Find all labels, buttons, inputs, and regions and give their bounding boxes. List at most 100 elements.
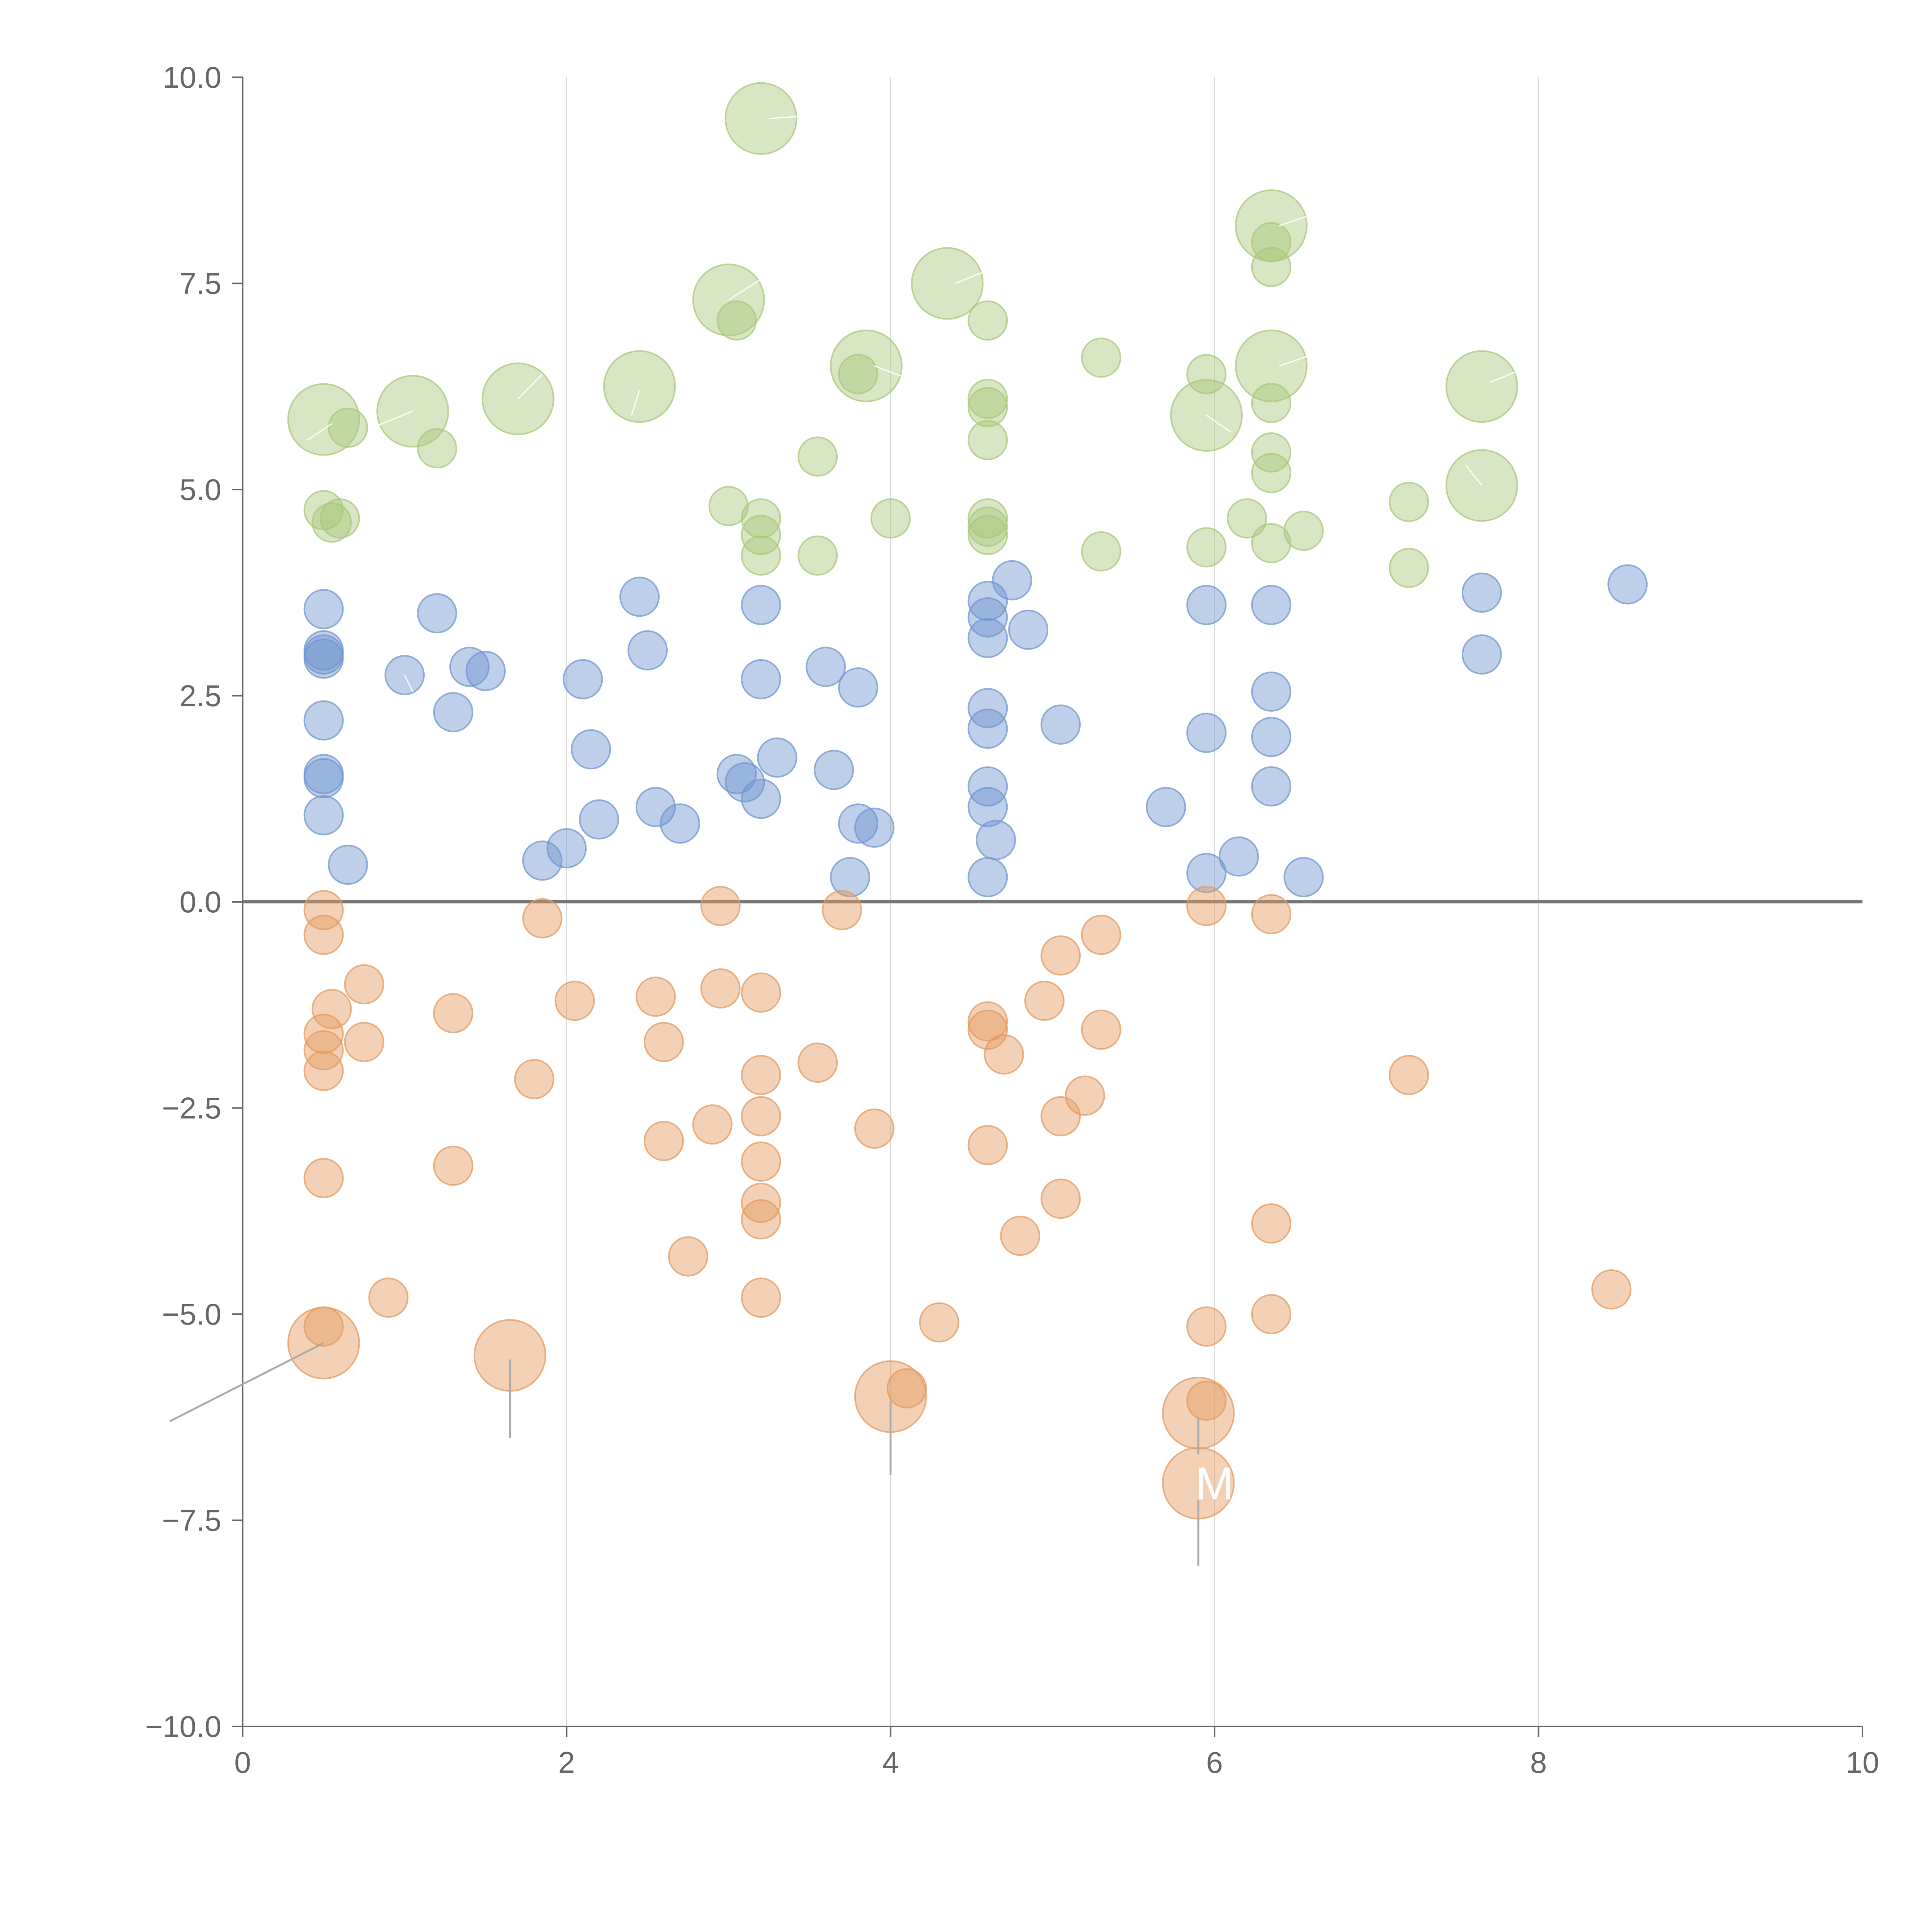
data-point-green — [1389, 482, 1429, 522]
data-point-orange — [700, 968, 741, 1009]
data-point-orange — [303, 915, 344, 955]
data-point-green — [708, 486, 749, 526]
data-point-blue — [1040, 704, 1081, 745]
data-point-orange — [968, 1001, 1008, 1042]
data-point-blue — [741, 585, 781, 625]
axes: 0 2 4 6 8 10 10.0 7.5 5.0 2.5 0.0 −2.5 −5.0 −7.5 −10.0 — [145, 60, 1879, 1779]
data-point-blue — [449, 646, 490, 687]
data-point-green — [741, 515, 781, 555]
label-leader-line — [728, 279, 762, 301]
data-point-blue — [417, 593, 457, 634]
data-point-orange — [303, 1030, 344, 1071]
data-point-green — [968, 420, 1008, 460]
data-point-orange — [554, 981, 595, 1021]
y-tick-label: −2.5 — [162, 1091, 221, 1125]
x-tick-label: 8 — [1530, 1745, 1547, 1779]
data-point-blue — [976, 820, 1016, 860]
data-point-blue — [433, 692, 473, 733]
data-point-green — [741, 498, 781, 539]
data-point-blue — [968, 688, 1008, 728]
data-point-blue — [303, 638, 344, 679]
data-point-green — [1445, 350, 1518, 423]
y-tick-label: 5.0 — [180, 473, 221, 507]
label-leader-line — [769, 114, 826, 119]
data-point-blue — [303, 758, 344, 798]
data-point-orange — [1000, 1216, 1041, 1256]
data-point-orange — [522, 898, 563, 939]
data-point-orange — [1186, 1306, 1227, 1347]
label-leader-line — [372, 410, 413, 429]
data-point-orange — [919, 1302, 959, 1343]
data-point-blue — [1461, 634, 1502, 675]
data-point-orange — [822, 890, 862, 930]
data-point-orange — [303, 1014, 344, 1054]
data-point-blue — [1219, 836, 1259, 877]
data-point-green — [1283, 510, 1324, 551]
data-point-orange — [303, 1051, 344, 1091]
data-point-green — [287, 383, 360, 456]
x-tick-label: 6 — [1206, 1745, 1223, 1779]
data-point-blue — [1186, 585, 1227, 625]
x-tick-label: 0 — [234, 1745, 251, 1779]
data-point-green — [328, 407, 368, 448]
data-point-green — [1227, 498, 1267, 539]
y-tick-label: −10.0 — [145, 1709, 221, 1743]
data-point-orange — [798, 1043, 838, 1083]
data-point-blue — [968, 708, 1008, 749]
data-point-blue — [1186, 713, 1227, 753]
data-point-green — [417, 428, 457, 469]
data-point-green — [830, 329, 903, 402]
data-point-orange — [1251, 894, 1291, 935]
data-points — [287, 82, 1648, 1520]
data-point-blue — [757, 737, 798, 778]
data-point-green — [741, 535, 781, 576]
data-point-green — [320, 498, 360, 539]
data-point-orange — [1040, 935, 1081, 976]
data-point-blue — [1283, 857, 1324, 897]
data-point-blue — [854, 807, 895, 848]
data-point-blue — [968, 597, 1008, 638]
y-tick-label: −7.5 — [162, 1503, 221, 1537]
data-point-orange — [1065, 1075, 1105, 1116]
data-point-blue — [563, 659, 603, 699]
y-tick-label: −5.0 — [162, 1297, 221, 1331]
data-point-green — [1251, 432, 1291, 473]
label-leader-line — [874, 365, 907, 379]
label-leader-line — [404, 675, 413, 692]
data-point-green — [798, 535, 838, 576]
point-annotation-label: M — [1195, 1458, 1234, 1509]
label-leader-line — [517, 374, 543, 400]
data-point-blue — [724, 762, 765, 803]
data-point-green — [968, 387, 1008, 427]
data-point-blue — [571, 729, 611, 770]
data-point-orange — [1024, 981, 1065, 1021]
data-point-orange — [741, 1182, 781, 1223]
data-point-green — [1186, 354, 1227, 395]
data-point-green — [870, 498, 911, 539]
data-point-orange — [668, 1236, 708, 1277]
data-point-orange — [1081, 915, 1121, 955]
data-point-blue — [968, 766, 1008, 807]
data-point-green — [911, 247, 984, 320]
data-point-green — [1251, 222, 1291, 262]
y-tick-label: 0.0 — [180, 885, 221, 919]
label-leader-line — [1206, 415, 1231, 432]
data-point-blue — [328, 844, 368, 885]
label-leader-line — [1279, 349, 1328, 367]
data-point-orange — [741, 1055, 781, 1095]
data-point-orange — [1186, 1381, 1227, 1421]
annotations: M — [169, 114, 1531, 1566]
data-point-orange — [1081, 1009, 1121, 1050]
data-point-blue — [968, 581, 1008, 621]
data-point-green — [1235, 329, 1308, 402]
data-point-orange — [303, 1158, 344, 1198]
data-point-green — [968, 515, 1008, 555]
data-point-blue — [1186, 853, 1227, 893]
data-point-orange — [1389, 1055, 1429, 1095]
label-leader-line — [1279, 209, 1328, 226]
data-point-green — [968, 498, 1008, 539]
data-point-blue — [1251, 671, 1291, 712]
label-leader-line — [1465, 464, 1483, 486]
data-point-blue — [1008, 609, 1049, 650]
data-point-blue — [303, 700, 344, 741]
